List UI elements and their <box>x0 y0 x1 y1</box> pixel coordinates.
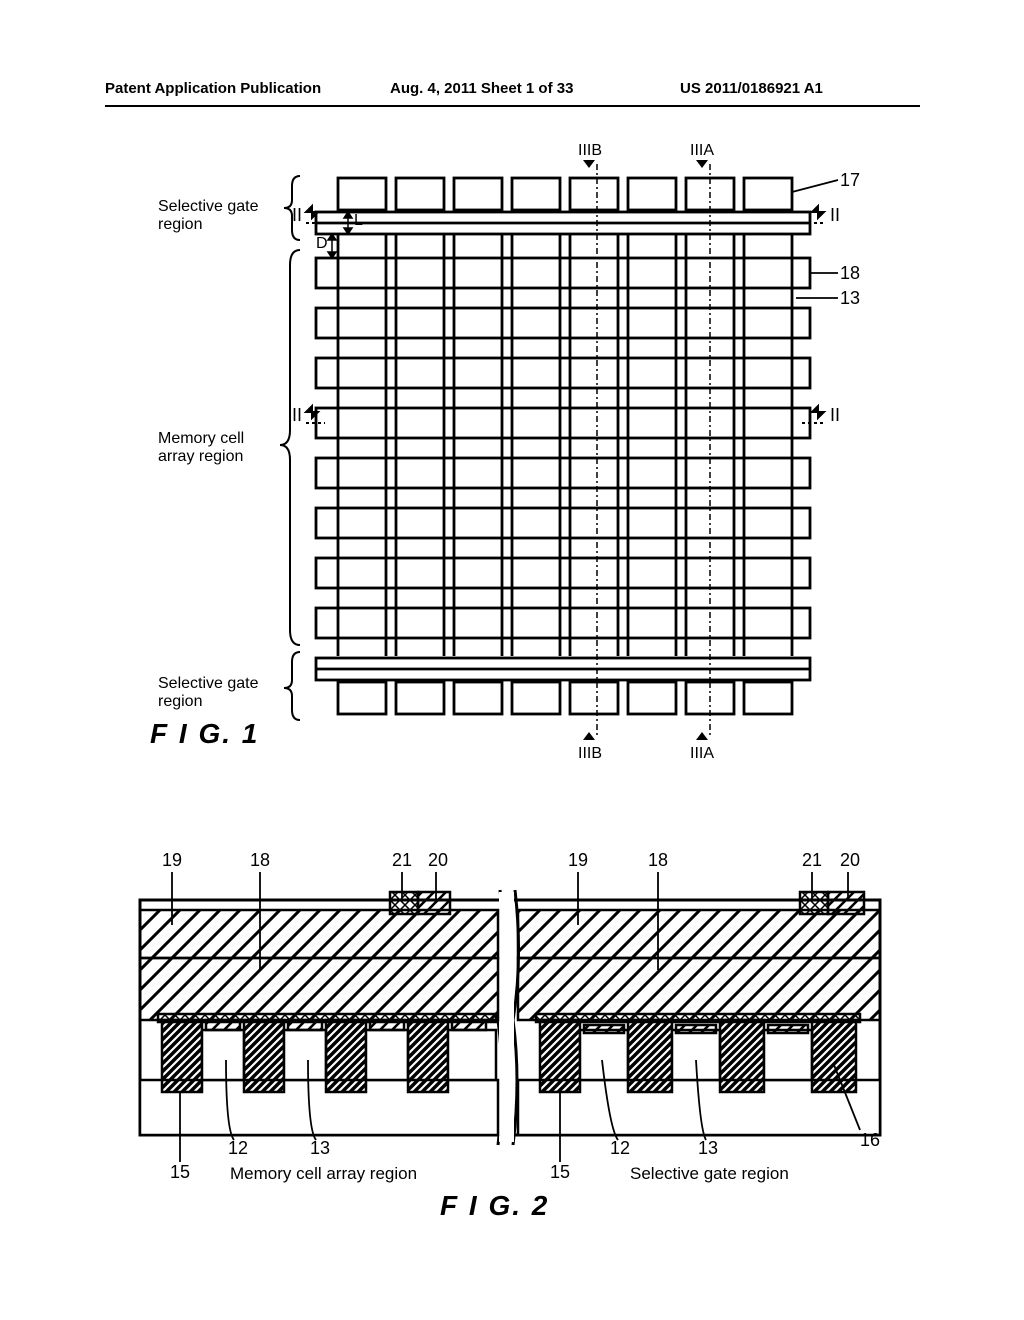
fig2-svg <box>100 830 920 1250</box>
fig2-region-left: Memory cell array region <box>230 1165 417 1184</box>
fig1-ref-17: 17 <box>840 170 860 191</box>
fig2-ref-21a: 21 <box>392 850 412 871</box>
fig1-mark-iiib-top: IIIB <box>578 142 602 160</box>
fig1-region-bot: Selective gate region <box>158 675 259 710</box>
figure-1: Selective gate region Memory cell array … <box>120 150 900 770</box>
fig1-mark-D: D <box>316 235 328 253</box>
fig1-mark-iiib-bot: IIIB <box>578 745 602 763</box>
fig2-ref-21b: 21 <box>802 850 822 871</box>
fig2-ref-18a: 18 <box>250 850 270 871</box>
header-right: US 2011/0186921 A1 <box>680 80 823 97</box>
fig2-ref-12a: 12 <box>228 1138 248 1159</box>
fig2-region-right: Selective gate region <box>630 1165 789 1184</box>
fig2-ref-19b: 19 <box>568 850 588 871</box>
fig2-ref-18b: 18 <box>648 850 668 871</box>
fig1-mark-ii-r2: II <box>830 405 840 426</box>
fig2-ref-15a: 15 <box>170 1162 190 1183</box>
fig1-mark-iiia-bot: IIIA <box>690 745 714 763</box>
fig1-mark-ii-l1: II <box>292 205 302 226</box>
fig1-title: F I G. 1 <box>150 718 259 750</box>
fig2-title: F I G. 2 <box>440 1190 549 1222</box>
fig1-ref-18: 18 <box>840 263 860 284</box>
fig1-mark-ii-r1: II <box>830 205 840 226</box>
fig1-mark-iiia-top: IIIA <box>690 142 714 160</box>
header-center: Aug. 4, 2011 Sheet 1 of 33 <box>390 80 573 97</box>
fig2-ref-13b: 13 <box>698 1138 718 1159</box>
fig2-ref-19a: 19 <box>162 850 182 871</box>
figure-2: 19 18 21 20 19 18 21 20 15 12 13 15 12 1… <box>100 830 920 1250</box>
fig2-ref-20a: 20 <box>428 850 448 871</box>
fig1-region-mid: Memory cell array region <box>158 430 244 465</box>
header-divider <box>105 105 920 107</box>
fig1-mark-ii-l2: II <box>292 405 302 426</box>
header-left: Patent Application Publication <box>105 80 321 97</box>
fig2-ref-20b: 20 <box>840 850 860 871</box>
fig2-ref-13a: 13 <box>310 1138 330 1159</box>
fig1-region-top: Selective gate region <box>158 198 259 233</box>
fig2-ref-12b: 12 <box>610 1138 630 1159</box>
fig1-mark-L: L <box>354 212 363 230</box>
fig2-ref-16: 16 <box>860 1130 880 1151</box>
fig1-ref-13: 13 <box>840 288 860 309</box>
fig2-ref-15b: 15 <box>550 1162 570 1183</box>
